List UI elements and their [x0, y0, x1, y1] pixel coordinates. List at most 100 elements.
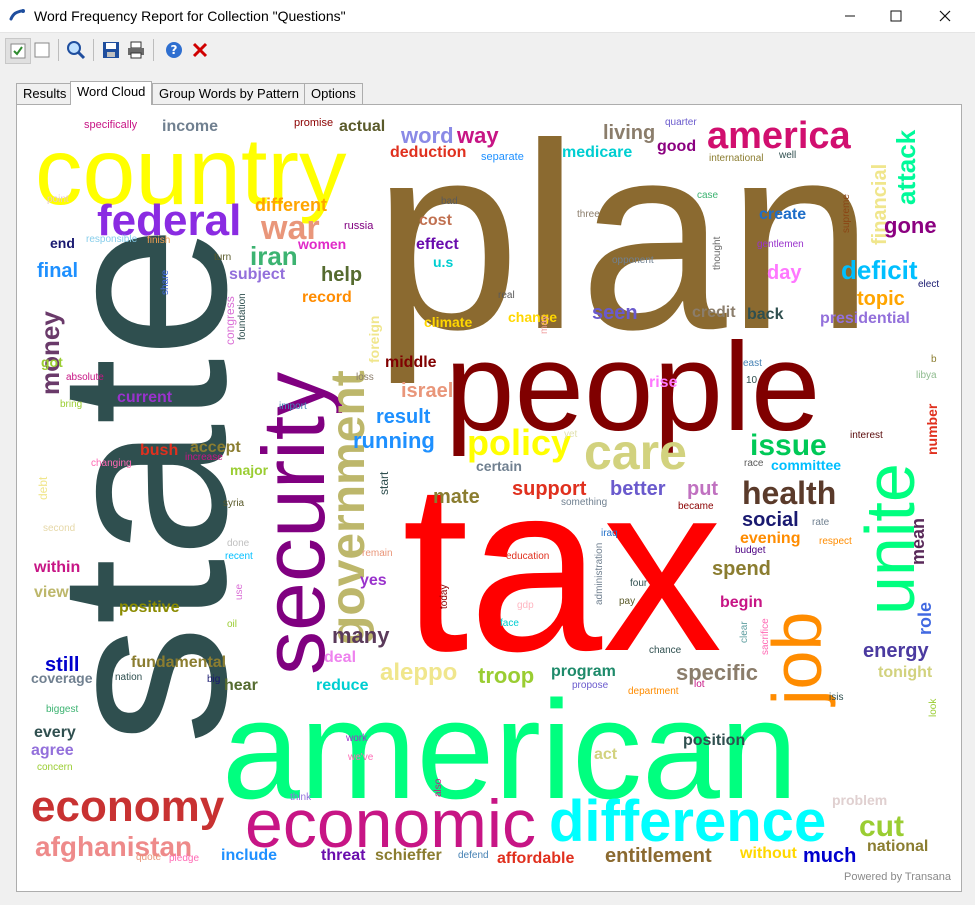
- cloud-word: deduction: [390, 144, 467, 161]
- cloud-word: bush: [140, 442, 179, 459]
- cloud-word: responsible: [86, 234, 138, 245]
- tab-results[interactable]: Results: [16, 83, 74, 104]
- cloud-word: east: [743, 358, 762, 369]
- cloud-word: effect: [416, 236, 459, 253]
- cloud-word: presidential: [820, 310, 910, 327]
- deselect-all-button[interactable]: [30, 38, 54, 62]
- cloud-word: loss: [356, 372, 374, 383]
- cloud-word: support: [512, 478, 587, 500]
- deselect-checkbox-icon: [34, 42, 50, 58]
- cloud-word: department: [628, 686, 679, 697]
- cloud-word: point: [47, 194, 69, 205]
- cloud-word: number: [924, 403, 940, 455]
- cloud-word: biggest: [46, 704, 79, 715]
- cloud-word: gone: [884, 213, 937, 238]
- cloud-word: america: [707, 115, 851, 157]
- cloud-word: evening: [740, 530, 801, 547]
- select-all-button[interactable]: [5, 38, 31, 64]
- close-window-button[interactable]: [922, 0, 968, 32]
- cloud-word: gdp: [517, 600, 534, 611]
- cloud-word: opponent: [612, 255, 654, 266]
- cloud-word: coverage: [31, 670, 93, 686]
- cloud-word: way: [457, 123, 499, 148]
- cloud-word: put: [687, 478, 719, 500]
- maximize-button[interactable]: [873, 0, 919, 32]
- cloud-word: bring: [60, 399, 83, 410]
- cloud-word: every: [34, 724, 76, 741]
- cloud-word: start: [377, 471, 391, 495]
- cloud-word: something: [561, 497, 608, 508]
- cloud-word: yes: [360, 572, 387, 589]
- cloud-word: subject: [229, 266, 286, 283]
- cloud-word: chance: [649, 645, 682, 656]
- cloud-word: today: [439, 584, 450, 609]
- cloud-word: gentlemen: [757, 239, 804, 250]
- cloud-word: nation: [115, 672, 143, 683]
- cloud-word: specifically: [84, 119, 138, 131]
- search-icon: [67, 41, 86, 60]
- cloud-word: much: [803, 845, 857, 867]
- tab-word-cloud[interactable]: Word Cloud: [70, 81, 153, 105]
- cloud-word: pledge: [169, 853, 200, 864]
- cloud-word: congress: [223, 296, 237, 345]
- cloud-word: race: [744, 458, 764, 469]
- cloud-word: major: [230, 462, 269, 478]
- cloud-word: position: [683, 732, 746, 749]
- cloud-word: credit: [692, 304, 736, 321]
- cloud-word: promise: [294, 117, 334, 129]
- cloud-word: difference: [549, 789, 827, 854]
- cloud-word: economic: [245, 786, 537, 862]
- cloud-word: good: [657, 138, 697, 155]
- cloud-word: we've: [348, 752, 374, 763]
- close-report-button[interactable]: [188, 38, 212, 62]
- window-title: Word Frequency Report for Collection "Qu…: [34, 8, 346, 24]
- cloud-word: interest: [850, 430, 883, 441]
- transana-app-icon: [9, 9, 25, 21]
- cloud-word: real: [498, 290, 515, 301]
- cloud-word: different: [255, 195, 327, 215]
- cloud-word: syria: [223, 498, 245, 509]
- cloud-word: bad: [441, 196, 458, 207]
- cloud-word: 10: [746, 375, 758, 386]
- cloud-word: became: [678, 501, 714, 512]
- cloud-word: agree: [31, 742, 74, 759]
- cloud-word: pay: [619, 596, 636, 607]
- cloud-word: women: [298, 236, 347, 252]
- cloud-word: work: [346, 733, 368, 744]
- cloud-word: country: [35, 119, 347, 225]
- print-icon: [128, 41, 144, 59]
- minimize-button[interactable]: [827, 0, 873, 32]
- cloud-word: still: [45, 654, 80, 676]
- cloud-word: respect: [819, 536, 852, 547]
- tab-options[interactable]: Options: [304, 83, 363, 104]
- cloud-word: within: [34, 559, 81, 576]
- cloud-word: final: [37, 260, 79, 282]
- search-button[interactable]: [64, 38, 88, 62]
- cloud-word: foundation: [237, 293, 248, 340]
- cloud-word: role: [915, 601, 935, 635]
- save-button[interactable]: [99, 38, 123, 62]
- cloud-word: use: [234, 583, 245, 600]
- cloud-word: foreign: [366, 315, 382, 363]
- cloud-word: seen: [592, 302, 638, 324]
- cloud-word: government: [322, 370, 375, 645]
- cloud-word: american: [222, 671, 798, 828]
- cloud-word: turn: [214, 252, 232, 263]
- cloud-word: create: [759, 206, 807, 223]
- cloud-word: word: [401, 123, 454, 148]
- print-button[interactable]: [124, 38, 148, 62]
- cloud-word: topic: [857, 288, 905, 310]
- cloud-word: medicare: [562, 144, 633, 161]
- cloud-word: record: [302, 289, 352, 306]
- cloud-word: war: [261, 209, 320, 247]
- cloud-word: big: [207, 674, 221, 685]
- cloud-word: remain: [362, 548, 393, 559]
- cloud-word: iran: [250, 241, 298, 271]
- cloud-word: specific: [676, 660, 758, 685]
- cloud-word: four: [630, 578, 648, 589]
- cloud-word: threat: [321, 847, 366, 864]
- cloud-word: russia: [344, 220, 374, 232]
- cloud-word: face: [500, 618, 519, 629]
- tab-group-words-by-pattern[interactable]: Group Words by Pattern: [152, 83, 306, 104]
- help-button[interactable]: ?: [162, 38, 186, 62]
